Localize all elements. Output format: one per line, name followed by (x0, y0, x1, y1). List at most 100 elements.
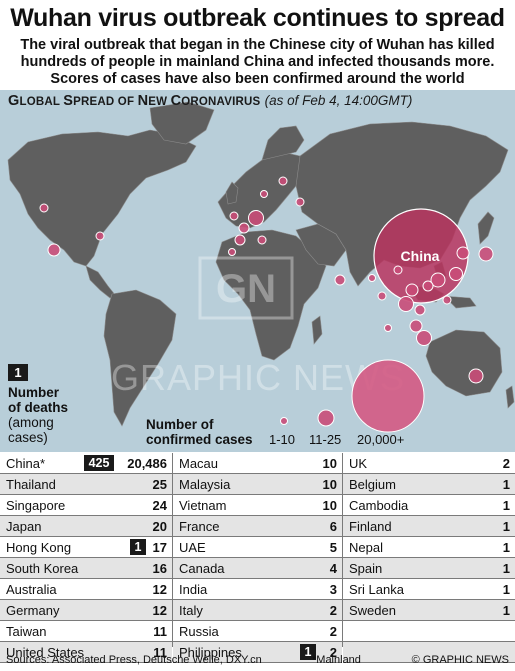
country-name: Germany (6, 603, 60, 618)
scandinavia-land (261, 125, 305, 161)
country-name: Russia (179, 624, 219, 639)
bubble-thailand (398, 296, 414, 312)
bubble-hong-kong (430, 272, 446, 288)
cases-count: 1 (502, 540, 510, 555)
cases-count: 1 (502, 519, 510, 534)
cases-count: 11 (153, 624, 167, 639)
cases-key-label: Number of confirmed cases (146, 417, 253, 447)
table-row: China* 425 20,486 (0, 453, 172, 474)
footer-sources: Sources: Associated Press, Deutsche Well… (6, 654, 262, 666)
bubble-sweden (260, 190, 268, 198)
cases-count: 5 (329, 540, 337, 555)
bubble-uae (334, 274, 346, 286)
country-name: UAE (179, 540, 206, 555)
bubble-spain (228, 248, 236, 256)
madagascar-land (311, 315, 323, 345)
country-name: Malaysia (179, 477, 231, 492)
bubble-france (234, 234, 246, 246)
table-row: Malaysia 10 (173, 474, 342, 495)
deaths-key-box: 1 (8, 364, 28, 381)
table-row: UK 2 (343, 453, 515, 474)
legend-label-large: 20,000+ (357, 432, 405, 447)
cases-count: 2 (329, 603, 337, 618)
table-row: UAE 5 (173, 537, 342, 558)
table-row: Finland 1 (343, 516, 515, 537)
bubble-macau (422, 280, 434, 292)
cases-count: 1 (502, 561, 510, 576)
bubble-australia (468, 368, 484, 384)
country-name: Taiwan (6, 624, 47, 639)
country-name: Philippines (179, 645, 242, 660)
bubble-malaysia (409, 319, 423, 333)
bubble-canada-east (95, 231, 105, 241)
country-name: Canada (179, 561, 225, 576)
cases-count: 6 (329, 519, 337, 534)
bubble-finland (278, 176, 288, 186)
cases-count: 1 (502, 603, 510, 618)
cases-count: 4 (329, 561, 337, 576)
cases-count: 17 (152, 540, 167, 555)
bubble-cambodia (414, 304, 426, 316)
country-name: Sri Lanka (349, 582, 404, 597)
bubble-singapore (416, 330, 432, 346)
bubble-philippines (442, 295, 452, 305)
country-name: South Korea (6, 561, 79, 576)
cases-count: 20,486 (127, 456, 167, 471)
world-map: GN GRAPHIC NEWS China (0, 90, 515, 452)
world-map-panel: GN GRAPHIC NEWS China (0, 90, 515, 452)
country-name: Vietnam (179, 498, 227, 513)
uk-land (225, 181, 239, 205)
table-row: Philippines 1 2 (173, 642, 342, 663)
legend-bubble-medium (317, 409, 335, 427)
cases-count: 2 (329, 645, 337, 660)
table-row: Canada 4 (173, 558, 342, 579)
table-divider-1 (172, 453, 173, 647)
deaths-count: 425 (84, 455, 114, 471)
country-name: UK (349, 456, 368, 471)
table-row: Vietnam 10 (173, 495, 342, 516)
table-row: Belgium 1 (343, 474, 515, 495)
intro-text: The viral outbreak that began in the Chi… (20, 37, 495, 87)
country-name: Singapore (6, 498, 66, 513)
country-name: Finland (349, 519, 392, 534)
table-row: Nepal 1 (343, 537, 515, 558)
country-name: Nepal (349, 540, 383, 555)
footer-copyright: © GRAPHIC NEWS (411, 654, 509, 666)
country-name: Australia (6, 582, 57, 597)
legend-bubble-small (280, 417, 288, 425)
country-name: Thailand (6, 477, 56, 492)
bubble-vietnam (405, 283, 419, 297)
table-row: Italy 2 (173, 600, 342, 621)
bubble-nepal (368, 274, 376, 282)
table-row: United States 11 (0, 642, 172, 663)
table-row: Russia 2 (173, 621, 342, 642)
cases-count: 1 (502, 498, 510, 513)
country-name: China* (6, 456, 46, 471)
cases-count: 2 (502, 456, 510, 471)
africa-land (215, 229, 327, 361)
cases-count: 3 (329, 582, 337, 597)
bubble-russia-west (295, 197, 305, 207)
cases-count: 10 (322, 477, 337, 492)
bubble-japan (478, 246, 494, 262)
bubble-united-states (47, 243, 61, 257)
case-bubbles (39, 176, 494, 384)
legend-label-medium: 11-25 (309, 432, 342, 447)
country-name: Spain (349, 561, 383, 576)
country-name: Belgium (349, 477, 396, 492)
legend-bubbles (280, 359, 425, 433)
table-row: France 6 (173, 516, 342, 537)
country-name: India (179, 582, 208, 597)
bubble-uk (229, 211, 239, 221)
table-row: Thailand 25 (0, 474, 172, 495)
map-as-of: (as of Feb 4, 14:00GMT) (264, 93, 413, 108)
cases-count: 1 (502, 477, 510, 492)
country-name: Macau (179, 456, 219, 471)
bubble-sri-lanka (384, 324, 392, 332)
cases-count: 16 (152, 561, 167, 576)
bubble-india (377, 291, 387, 301)
legend-label-small: 1-10 (269, 432, 296, 447)
country-name: Italy (179, 603, 203, 618)
bubble-belgium (238, 222, 250, 234)
table-row: Spain 1 (343, 558, 515, 579)
